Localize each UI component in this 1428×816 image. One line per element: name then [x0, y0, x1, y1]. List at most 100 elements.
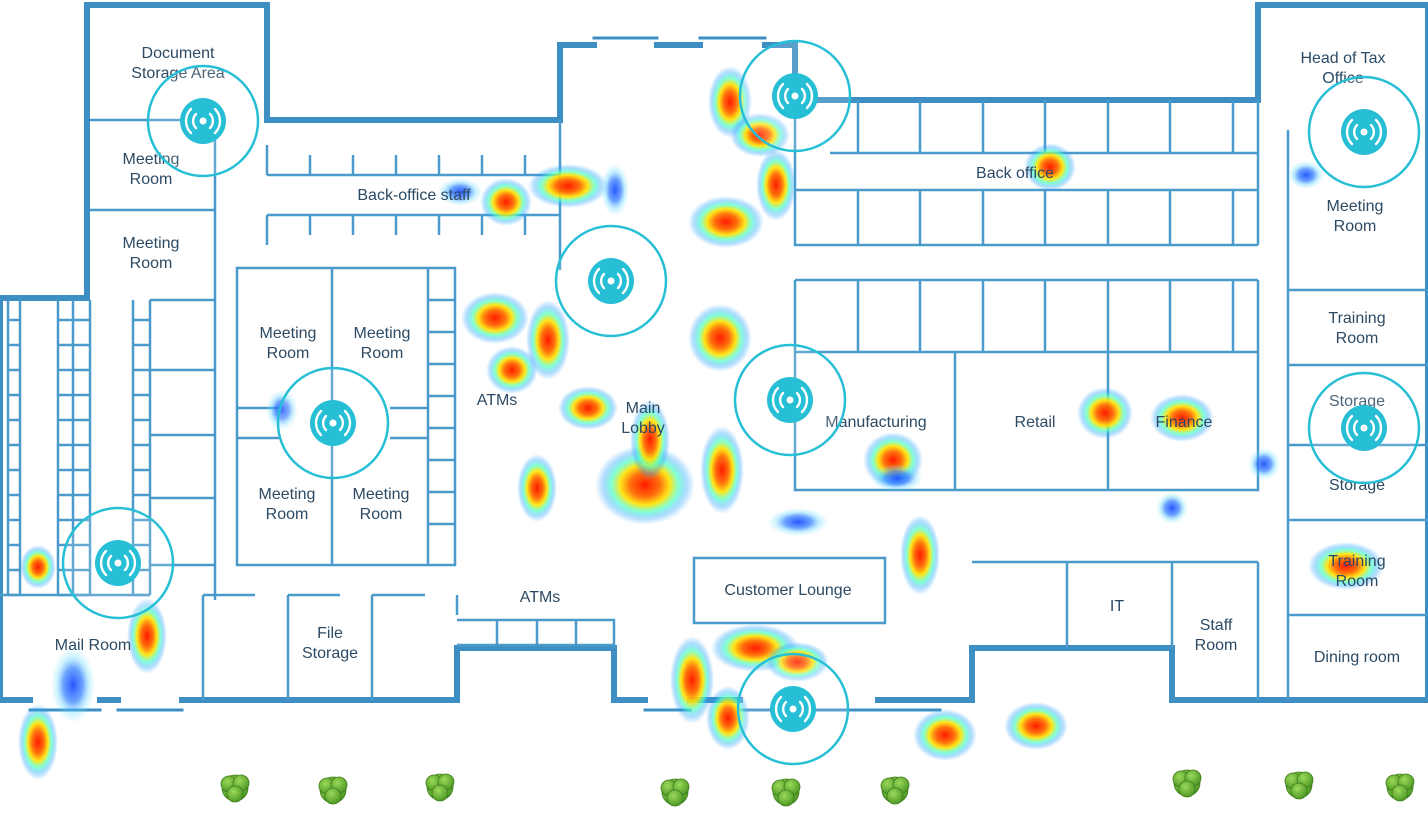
heat-spot	[1004, 702, 1068, 750]
room-label: Training	[1328, 553, 1385, 570]
tree-icon	[1385, 773, 1415, 802]
heat-spot	[756, 149, 796, 221]
heat-spot	[913, 709, 977, 761]
heat-spot	[595, 445, 695, 525]
wifi-beacon-icon	[61, 506, 175, 620]
room-label: Room	[130, 171, 173, 188]
tree-icon	[220, 774, 250, 803]
room-label: Training	[1328, 310, 1385, 327]
heat-spot	[517, 454, 557, 522]
tree-icon	[1284, 771, 1314, 800]
heat-spot	[20, 545, 56, 589]
room-label: Room	[1195, 637, 1238, 654]
room-label: Staff	[1200, 617, 1233, 634]
room-label: Room	[266, 506, 309, 523]
heat-spot	[266, 390, 298, 430]
room-label: Room	[361, 345, 404, 362]
heat-spot	[688, 196, 764, 248]
room-label: Meeting	[1327, 198, 1384, 215]
heat-spot	[765, 642, 829, 682]
room-label: File	[317, 625, 343, 642]
room-label: Manufacturing	[825, 414, 926, 431]
room-label: Office	[1322, 70, 1364, 87]
heat-spot	[127, 598, 167, 674]
room-label: Room	[1334, 218, 1377, 235]
room-label: ATMs	[477, 392, 518, 409]
room-label: Storage	[1329, 477, 1385, 494]
room-label: Room	[1336, 573, 1379, 590]
wifi-beacon-icon	[1307, 371, 1421, 485]
heat-spot	[768, 508, 828, 536]
heat-spot	[900, 515, 940, 595]
room-label: Meeting	[123, 151, 180, 168]
heat-spot	[558, 386, 618, 430]
room-label: Document	[142, 45, 215, 62]
room-label: Back-office staff	[357, 187, 471, 204]
interior-walls	[0, 100, 1428, 700]
room-label: Main	[626, 400, 661, 417]
wifi-beacon-icon	[146, 64, 260, 178]
heat-spot	[461, 292, 529, 344]
heat-spot	[1024, 143, 1076, 191]
heat-spot	[871, 464, 923, 492]
heat-spot	[1150, 394, 1214, 442]
room-label: Meeting	[260, 325, 317, 342]
heat-spot	[486, 346, 538, 394]
wifi-beacon-icon	[554, 224, 668, 338]
wifi-beacon-icon	[738, 39, 852, 153]
heat-spot	[1156, 492, 1188, 524]
heat-spot	[438, 178, 482, 206]
tree-icon	[425, 773, 455, 802]
tree-icon	[318, 776, 348, 805]
room-label: Room	[1336, 330, 1379, 347]
heat-spot	[18, 704, 58, 780]
tree-icon	[771, 778, 801, 807]
tree-icon	[880, 776, 910, 805]
room-label: Storage Area	[131, 65, 225, 82]
room-label: Storage	[302, 645, 358, 662]
room-label: Meeting	[353, 486, 410, 503]
tree-icon	[1172, 769, 1202, 798]
room-label: IT	[1110, 598, 1124, 615]
room-label: Room	[130, 255, 173, 272]
trees	[220, 769, 1415, 807]
room-label: Back office	[976, 165, 1054, 182]
heat-spot	[601, 164, 629, 216]
heat-spot	[1288, 161, 1324, 189]
heat-spot	[1248, 448, 1280, 480]
wifi-beacon-icon	[733, 343, 847, 457]
wifi-beacon-icon	[736, 652, 850, 766]
room-label: Room	[360, 506, 403, 523]
room-label: Storage	[1329, 393, 1385, 410]
room-label: Mail Room	[55, 637, 131, 654]
heat-spot	[1308, 542, 1384, 590]
room-label: Retail	[1015, 414, 1056, 431]
room-label: Meeting	[354, 325, 411, 342]
heat-spot	[528, 164, 608, 208]
wifi-beacon-icon	[276, 366, 390, 480]
heat-spot	[630, 400, 670, 480]
room-label: Head of Tax	[1300, 50, 1385, 67]
room-label: Customer Lounge	[724, 582, 851, 599]
heat-spot	[688, 304, 752, 372]
wifi-beacon-icon	[1307, 75, 1421, 189]
tree-icon	[660, 778, 690, 807]
heat-spot	[730, 113, 790, 157]
room-label: Finance	[1156, 414, 1213, 431]
room-labels: Document Storage Area Meeting Room Meeti…	[55, 45, 1400, 666]
beacons	[61, 39, 1421, 766]
heat-spot	[700, 426, 744, 514]
visitor-heatmap	[18, 66, 1384, 780]
room-label: Room	[267, 345, 310, 362]
room-label: Meeting	[259, 486, 316, 503]
room-label: Dining room	[1314, 649, 1400, 666]
heat-spot	[51, 647, 95, 723]
heat-spot	[526, 300, 570, 380]
heat-spot	[1077, 387, 1133, 439]
room-label: Meeting	[123, 235, 180, 252]
room-label: Lobby	[621, 420, 665, 437]
heat-spot	[670, 636, 714, 724]
room-label: ATMs	[520, 589, 561, 606]
heat-spot	[480, 178, 532, 226]
